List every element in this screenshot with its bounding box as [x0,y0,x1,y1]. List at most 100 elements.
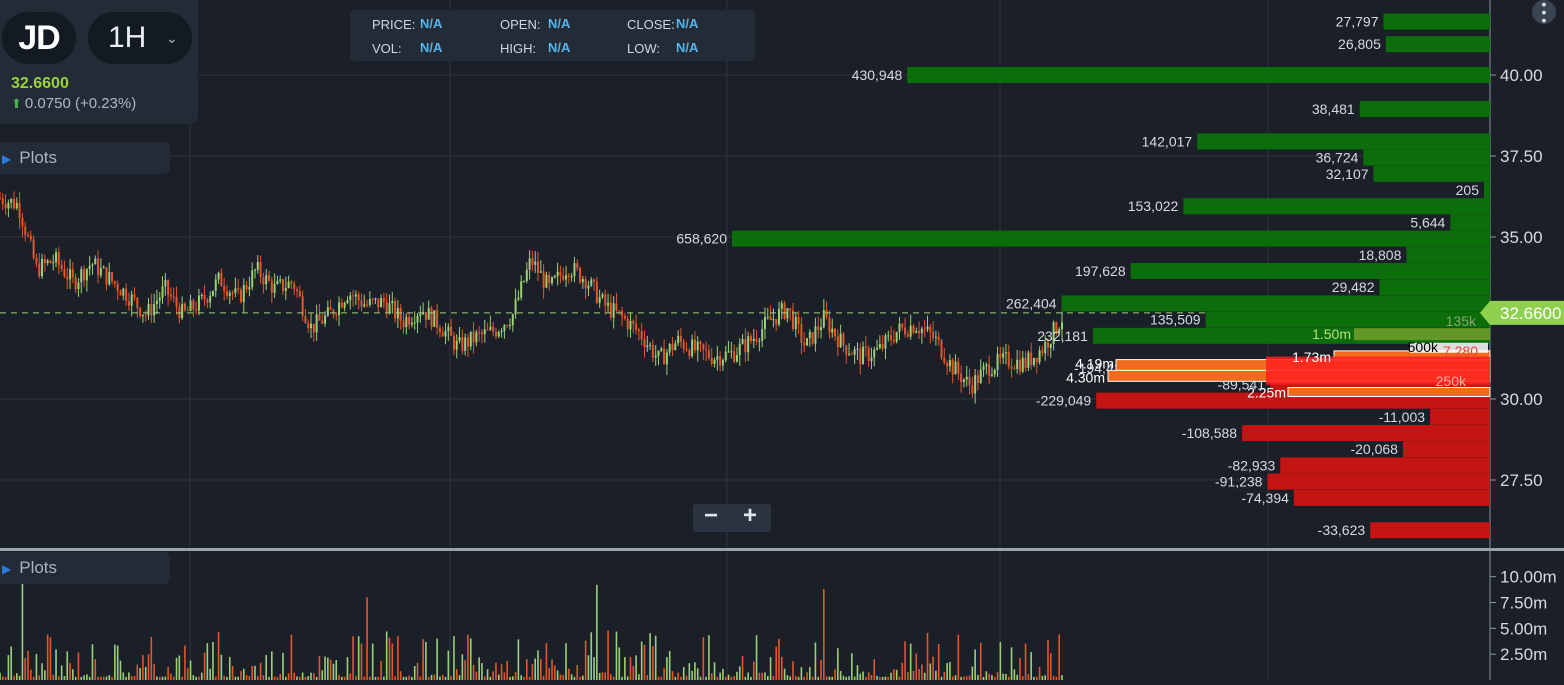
volume-bar [461,654,464,680]
volume-bar [240,670,242,680]
candle-body [693,339,696,351]
volume-bar [643,644,646,680]
symbol-button[interactable]: JD [2,12,76,64]
candle-body [1013,368,1016,370]
candle-body [674,343,677,351]
candle-body [581,278,584,283]
volume-bar [901,662,904,680]
candle-body [551,277,554,284]
volume-bar [301,672,304,680]
high-label: HIGH: [500,41,537,56]
volume-bar [144,666,147,680]
order-level-label: 2.25m [1247,385,1286,401]
volume-bar [548,668,551,680]
candle-body [483,329,486,335]
volume-bar [60,665,63,680]
order-level-label: 500k [1408,339,1439,355]
volume-bar [352,636,354,680]
candle-body [820,327,823,331]
volume-bar [685,675,688,680]
volume-bar [1007,676,1010,680]
volume-bar [35,654,38,680]
volume-bar [786,675,789,680]
volume-bar [7,655,10,680]
volume-bar [52,674,55,680]
candle-body [265,275,268,285]
volume-bar [100,676,102,680]
candle-body [1021,357,1024,372]
volume-profile-bar [1363,149,1490,166]
volume-bar [629,657,632,680]
volume-bar [405,676,408,680]
candle-body [1010,366,1013,369]
volume-bar [1052,675,1055,680]
volume-bar [436,638,438,680]
volume-profile-label: -11,003 [1379,409,1426,425]
volume-bar [469,638,472,680]
candle-body [777,308,780,325]
volume-bar [806,672,808,680]
candle-body [579,267,582,283]
volume-profile-label: 38,481 [1312,101,1355,117]
zoom-out-button[interactable]: − [704,502,719,529]
plots-toggle-top[interactable]: ▶ Plots [0,142,170,174]
candle-body [915,331,918,333]
candle-body [657,350,660,356]
volume-bar [909,643,912,680]
zoom-in-button[interactable]: + [743,502,758,529]
candle-body [458,337,461,341]
volume-bar [27,650,29,680]
volume-bar [178,655,181,680]
volume-bar [18,675,21,680]
volume-bar [528,676,531,680]
volume-bar [136,664,139,680]
more-menu-icon[interactable]: • • • [1532,0,1556,27]
candle-body [531,258,534,265]
candle-body [780,303,783,309]
open-value: N/A [548,16,571,31]
volume-bar [150,636,153,680]
candle-body [730,351,733,353]
volume-bar [1038,667,1041,680]
candle-body [192,300,195,310]
candle-body [696,341,699,351]
candle-body [46,260,49,264]
candle-body [721,360,724,366]
volume-bar [447,650,450,680]
timeframe-dropdown[interactable]: 1H ⌄ [88,12,192,64]
candle-body [870,357,873,361]
plots-toggle-bottom[interactable]: ▶ Plots [0,552,170,584]
candle-body [623,316,626,319]
volume-bar [198,676,200,680]
volume-bar [369,676,371,680]
volume-bar [540,659,542,680]
volume-bar [946,663,948,680]
candle-body [410,322,413,325]
candle-body [671,343,674,351]
candle-body [898,323,901,332]
volume-profile-label: 262,404 [1006,295,1057,311]
volume-bar [772,675,775,680]
volume-bar [341,676,343,680]
candle-body [1004,352,1007,354]
close-value: N/A [676,16,699,31]
candle-body [954,361,957,375]
volume-bar [223,675,225,680]
volume-bar [845,676,848,680]
volume-bar [397,636,399,680]
volume-bar [394,676,396,680]
volume-profile-label: 205 [1456,182,1480,198]
candle-body [968,376,971,386]
candle-body [464,337,467,352]
candle-body [433,310,436,327]
volume-bar [971,666,974,680]
candle-body [214,279,217,291]
volume-bar [761,672,763,680]
candle-body [416,315,419,323]
volume-bar [94,659,97,680]
volume-profile-bar [907,67,1490,83]
order-level-label: 1.73m [1292,349,1331,365]
candle-body [517,297,520,300]
